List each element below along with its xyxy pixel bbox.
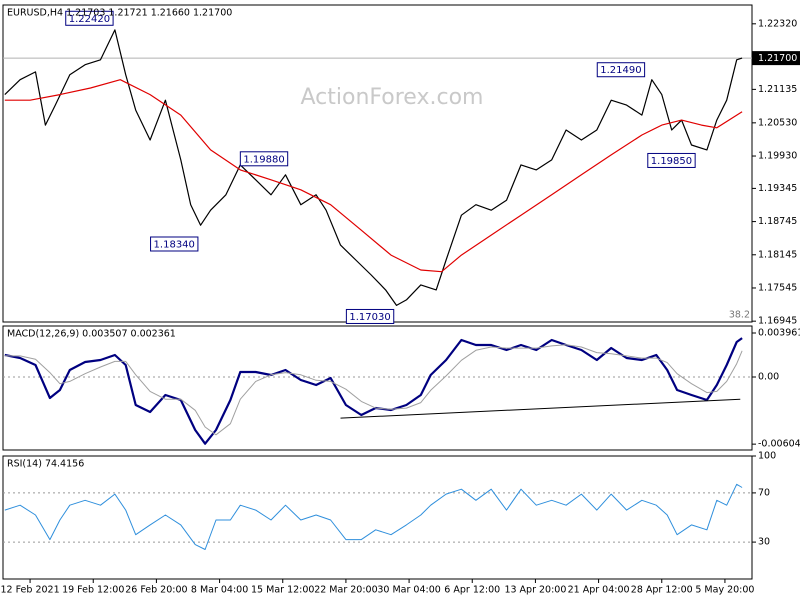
x-tick-label: 12 Feb 2021 <box>1 585 60 596</box>
y-tick-label: 1.18745 <box>758 216 797 227</box>
series-line <box>4 344 743 436</box>
panel-title: RSI(14) 74.4156 <box>7 459 84 470</box>
y-tick-label: -0.006043 <box>758 439 800 450</box>
y-tick-label: 1.16945 <box>758 316 797 327</box>
x-tick-label: 13 Apr 20:00 <box>504 585 566 596</box>
y-tick-label: 1.22320 <box>758 18 797 29</box>
y-tick-label: 100 <box>758 451 776 462</box>
y-tick-label: 1.20530 <box>758 117 797 128</box>
watermark: ActionForex.com <box>301 85 484 110</box>
x-tick-label: 19 Feb 12:00 <box>62 585 124 596</box>
y-tick-label: 0.00 <box>758 372 779 383</box>
swing-label: 1.19850 <box>647 152 696 168</box>
series-line <box>4 79 743 273</box>
panel <box>2 4 753 323</box>
swing-label-box <box>647 152 696 168</box>
x-tick-label: 15 Mar 12:00 <box>251 585 314 596</box>
x-tick-label: 22 Mar 20:00 <box>314 585 377 596</box>
x-tick-label: 8 Mar 04:00 <box>191 585 248 596</box>
swing-label-text: 1.17030 <box>349 312 390 323</box>
panel <box>2 455 753 580</box>
panel <box>2 325 753 451</box>
swing-label-text: 1.19880 <box>243 154 284 165</box>
y-tick-label: 70 <box>758 487 770 498</box>
x-tick-label: 30 Mar 04:00 <box>377 585 440 596</box>
swing-label: 1.22420 <box>65 10 114 26</box>
x-tick-label: 6 Apr 12:00 <box>444 585 500 596</box>
x-tick-label: 21 Apr 04:00 <box>568 585 630 596</box>
series-line <box>4 29 743 306</box>
y-tick-label: 1.21135 <box>758 84 797 95</box>
swing-label-text: 1.18340 <box>154 239 195 250</box>
y-tick-label: 1.19345 <box>758 183 797 194</box>
panel-title: MACD(12,26,9) 0.003507 0.002361 <box>7 329 176 340</box>
y-tick-label: 1.17545 <box>758 282 797 293</box>
swing-label-text: 1.19850 <box>651 156 692 167</box>
y-tick-label: 30 <box>758 537 770 548</box>
swing-label-text: 1.21490 <box>600 65 641 76</box>
swing-label: 1.21490 <box>596 62 646 78</box>
swing-label-text: 1.22420 <box>69 14 110 25</box>
y-tick-label: 1.18145 <box>758 249 797 260</box>
x-tick-label: 26 Feb 20:00 <box>125 585 187 596</box>
y-tick-label: 1.19930 <box>758 151 797 162</box>
swing-label: 1.17030 <box>345 308 395 324</box>
swing-label-box <box>65 10 114 26</box>
swing-label-box <box>596 62 646 78</box>
swing-label-box <box>150 236 199 252</box>
panel-title: EURUSD,H4 1.21703 1.21721 1.21660 1.2170… <box>7 8 232 19</box>
current-price-label: 1.21700 <box>758 53 797 64</box>
y-tick-label: 0.003961 <box>758 327 800 338</box>
current-price-box <box>752 51 800 66</box>
x-tick-label: 28 Apr 12:00 <box>631 585 693 596</box>
trendline <box>340 398 741 419</box>
series-line <box>4 483 743 550</box>
fib-level-label: 38.2 <box>729 310 750 321</box>
swing-label: 1.18340 <box>150 236 199 252</box>
x-tick-label: 5 May 20:00 <box>695 585 754 596</box>
swing-label: 1.19880 <box>239 151 289 167</box>
swing-label-box <box>239 151 289 167</box>
swing-label-box <box>345 308 395 324</box>
